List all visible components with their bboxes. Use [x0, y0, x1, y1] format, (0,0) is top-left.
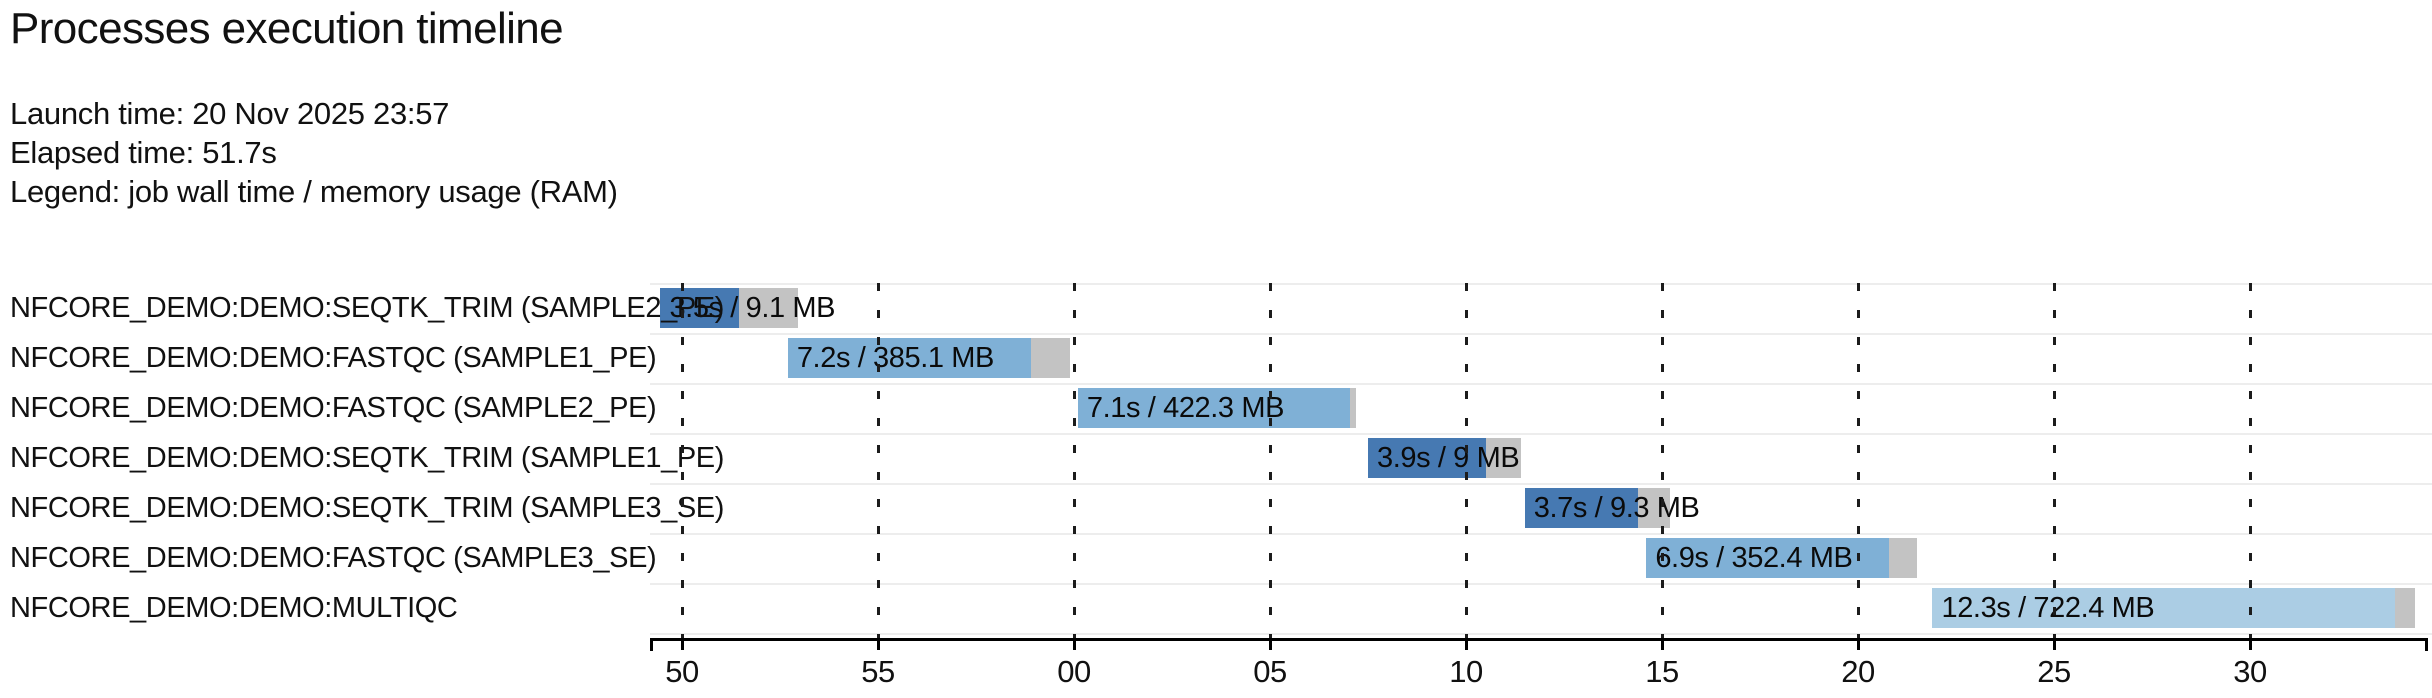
task-bar: 6.9s / 352.4 MB — [1646, 538, 1917, 578]
grid-line — [2248, 283, 2252, 638]
task-bar-overhead-segment — [738, 288, 798, 328]
task-bar-overhead-segment — [1350, 388, 1357, 428]
row-separator — [650, 333, 2432, 335]
axis-tick-label: 55 — [861, 654, 895, 689]
axis-tick — [2248, 638, 2252, 650]
axis-tick-label: 50 — [665, 654, 699, 689]
row-separator — [650, 383, 2432, 385]
launch-time-line: Launch time: 20 Nov 2025 23:57 — [10, 96, 450, 131]
process-label: NFCORE_DEMO:DEMO:SEQTK_TRIM (SAMPLE2_PE) — [10, 292, 724, 324]
task-bar-run-segment — [1077, 388, 1351, 428]
task-bar-run-segment — [1524, 488, 1639, 528]
axis-tick — [1268, 638, 1272, 650]
task-bar-overhead-segment — [2395, 588, 2415, 628]
grid-line — [1464, 283, 1468, 638]
process-label: NFCORE_DEMO:DEMO:SEQTK_TRIM (SAMPLE3_SE) — [10, 492, 724, 524]
axis-tick — [1660, 638, 1664, 650]
axis-tick — [1072, 638, 1076, 650]
axis-tick — [680, 638, 684, 650]
page-title: Processes execution timeline — [10, 4, 564, 53]
task-bar: 3.5s / 9.1 MB — [660, 288, 836, 328]
task-bar-label: 7.2s / 385.1 MB — [796, 342, 995, 374]
task-bar-label: 3.7s / 9.3 MB — [1533, 492, 1700, 524]
report-meta: Launch time: 20 Nov 2025 23:57 Elapsed t… — [10, 94, 618, 211]
process-label: NFCORE_DEMO:DEMO:FASTQC (SAMPLE3_SE) — [10, 542, 657, 574]
task-bar-overhead-segment — [1638, 488, 1670, 528]
task-bar-overhead-segment — [1485, 438, 1521, 478]
axis-tick-label: 10 — [1449, 654, 1483, 689]
axis-tick — [2052, 638, 2056, 650]
grid-line — [2052, 283, 2056, 638]
axis-tick — [1856, 638, 1860, 650]
axis-end-stub-right — [2425, 638, 2428, 651]
row-separator — [650, 633, 2432, 635]
axis-end-stub-left — [650, 638, 653, 651]
task-bar: 7.1s / 422.3 MB — [1077, 388, 1357, 428]
grid-line — [1856, 283, 1860, 638]
axis-tick-label: 30 — [2233, 654, 2267, 689]
row-separator — [650, 283, 2432, 285]
grid-line — [1268, 283, 1272, 638]
task-bar: 3.7s / 9.3 MB — [1524, 488, 1700, 528]
axis-tick-label: 25 — [2037, 654, 2071, 689]
axis-tick — [1464, 638, 1468, 650]
task-bar-label: 7.1s / 422.3 MB — [1086, 392, 1285, 424]
row-separator — [650, 483, 2432, 485]
process-label: NFCORE_DEMO:DEMO:SEQTK_TRIM (SAMPLE1_PE) — [10, 442, 724, 474]
grid-line — [876, 283, 880, 638]
task-bar-label: 3.5s / 9.1 MB — [669, 292, 836, 324]
process-label: NFCORE_DEMO:DEMO:MULTIQC — [10, 592, 458, 624]
legend-line: Legend: job wall time / memory usage (RA… — [10, 174, 618, 209]
task-bar-label: 6.9s / 352.4 MB — [1655, 542, 1853, 574]
row-separator — [650, 583, 2432, 585]
elapsed-time-line: Elapsed time: 51.7s — [10, 135, 277, 170]
task-bar-label: 12.3s / 722.4 MB — [1941, 592, 2155, 624]
axis-tick-label: 00 — [1057, 654, 1091, 689]
task-bar: 12.3s / 722.4 MB — [1932, 588, 2415, 628]
task-bar: 3.9s / 9 MB — [1368, 438, 1521, 478]
process-label: NFCORE_DEMO:DEMO:FASTQC (SAMPLE1_PE) — [10, 342, 657, 374]
axis-tick — [876, 638, 880, 650]
row-separator — [650, 433, 2432, 435]
grid-line — [680, 283, 684, 638]
task-bar-run-segment — [1646, 538, 1890, 578]
axis-tick-label: 05 — [1253, 654, 1287, 689]
task-bar-overhead-segment — [1030, 338, 1071, 378]
grid-line — [1072, 283, 1076, 638]
task-bar: 7.2s / 385.1 MB — [787, 338, 1071, 378]
axis-line — [650, 638, 2428, 641]
grid-line — [1660, 283, 1664, 638]
axis-tick-label: 20 — [1841, 654, 1875, 689]
task-bar-label: 3.9s / 9 MB — [1377, 442, 1520, 474]
process-label: NFCORE_DEMO:DEMO:FASTQC (SAMPLE2_PE) — [10, 392, 657, 424]
row-separator — [650, 533, 2432, 535]
task-bar-run-segment — [787, 338, 1031, 378]
task-bar-run-segment — [1932, 588, 2396, 628]
task-bar-run-segment — [660, 288, 739, 328]
axis-tick-label: 15 — [1645, 654, 1679, 689]
task-bar-overhead-segment — [1889, 538, 1917, 578]
